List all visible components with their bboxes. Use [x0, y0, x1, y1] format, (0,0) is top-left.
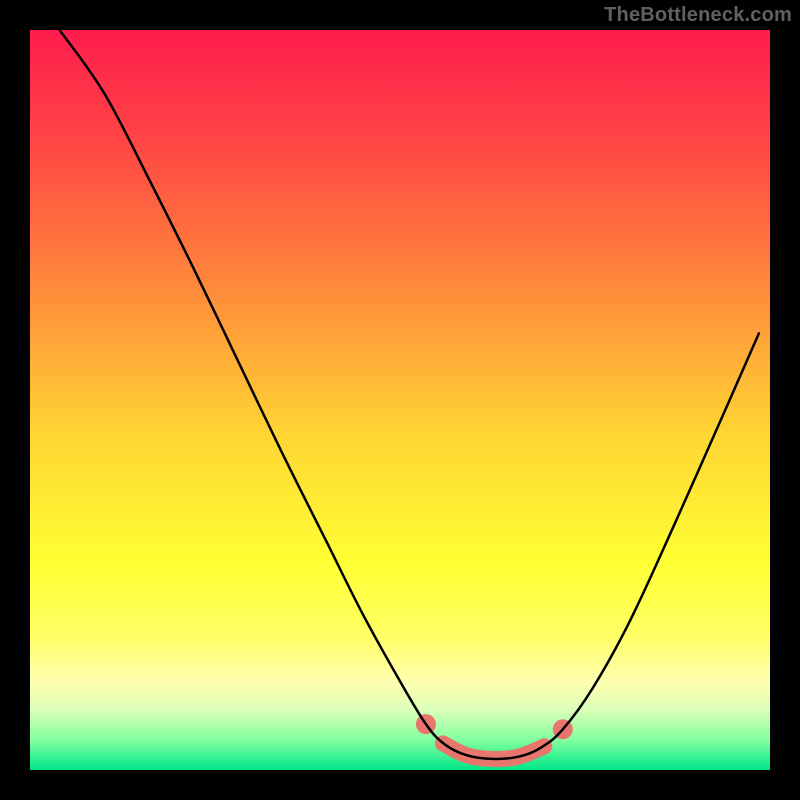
plot-area [30, 30, 770, 770]
chart-root: TheBottleneck.com [0, 0, 800, 800]
watermark-text: TheBottleneck.com [604, 4, 792, 27]
gradient-background [30, 30, 770, 770]
